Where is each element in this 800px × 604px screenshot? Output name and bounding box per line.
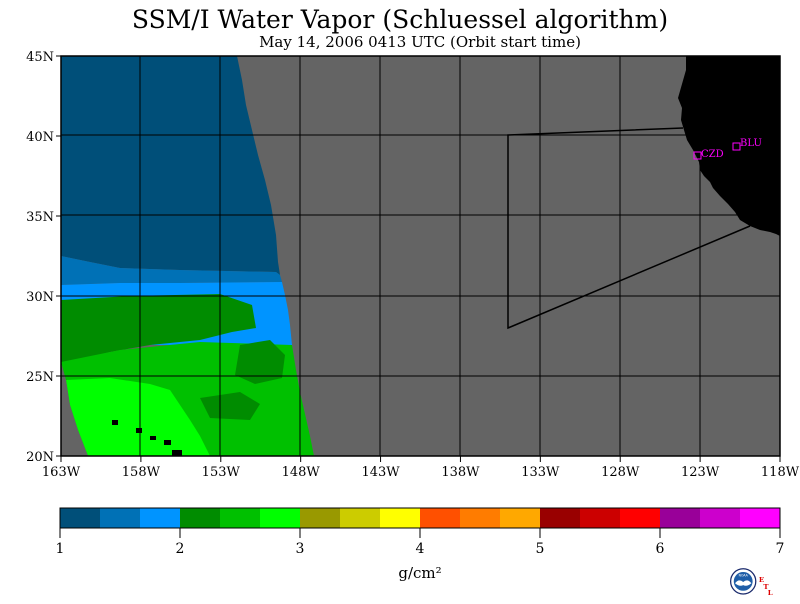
noaa-logo-text: NOAA [739, 573, 749, 577]
island-kauai [112, 420, 118, 425]
band-dark-green-patch [235, 340, 285, 384]
site-markers: CZD BLU [693, 138, 762, 160]
colorbar-swatch-2 [140, 508, 181, 528]
site-label-czd: CZD [701, 149, 724, 160]
island-oahu [136, 428, 142, 433]
colorbar-swatch-1 [100, 508, 141, 528]
colorbar-label-5: 5 [536, 541, 545, 557]
colorbar-swatch-12 [540, 508, 581, 528]
colorbar-unit: g/cm² [398, 564, 441, 582]
colorbar-swatch-8 [380, 508, 421, 528]
lat-label-20N: 20N [26, 450, 54, 465]
etl-letter-l: L [768, 589, 773, 597]
colorbar-swatch-11 [500, 508, 541, 528]
colorbar-swatch-15 [660, 508, 701, 528]
lon-label-123W: 123W [681, 465, 720, 480]
site-marker-blu [732, 142, 741, 151]
north-america-land [678, 56, 780, 236]
lon-label-138W: 138W [441, 465, 480, 480]
colorbar-label-3: 3 [296, 541, 305, 557]
colorbar-swatch-0 [60, 508, 101, 528]
colorbar-swatch-10 [460, 508, 501, 528]
graticule [61, 56, 780, 456]
analysis-triangle [507, 127, 751, 330]
map-frame [60, 55, 781, 457]
site-marker-czd [693, 151, 702, 160]
band-dark-green-patch-2 [200, 392, 260, 420]
colorbar-swatch-7 [340, 508, 381, 528]
lon-label-153W: 153W [202, 465, 241, 480]
lat-label-30N: 30N [26, 290, 54, 305]
vapor-swath [61, 56, 314, 456]
colorbar-swatch-14 [620, 508, 661, 528]
band-dark-blue [61, 56, 280, 275]
colorbar-label-2: 2 [176, 541, 185, 557]
hawaiian-islands [112, 420, 182, 456]
island-hawaii [172, 450, 182, 456]
lat-label-40N: 40N [26, 130, 54, 145]
lon-label-128W: 128W [601, 465, 640, 480]
chart-title: SSM/I Water Vapor (Schluessel algorithm) [131, 5, 669, 34]
lon-label-158W: 158W [122, 465, 161, 480]
colorbar-swatch-4 [220, 508, 261, 528]
etl-letter-t: T [763, 583, 769, 591]
lon-label-118W: 118W [761, 465, 800, 480]
lon-label-133W: 133W [521, 465, 560, 480]
axis-ticks: 163W 158W 153W 148W 143W 138W 133W 128W 123W 118W… [26, 50, 800, 480]
colorbar: 1 2 3 4 5 6 7 g/cm² [56, 507, 785, 582]
noaa-logo-inner [733, 571, 753, 591]
site-label-blu: BLU [740, 138, 762, 149]
colorbar-label-4: 4 [416, 541, 425, 557]
noaa-logo-gull [735, 580, 752, 586]
chart-subtitle: May 14, 2006 0413 UTC (Orbit start time) [259, 33, 581, 51]
colorbar-swatch-9 [420, 508, 461, 528]
colorbar-swatch-17 [740, 508, 781, 528]
colorbar-swatch-16 [700, 508, 741, 528]
no-data-wedge [61, 365, 88, 456]
colorbar-swatch-5 [260, 508, 301, 528]
colorbar-swatch-6 [300, 508, 341, 528]
lon-label-143W: 143W [361, 465, 400, 480]
colorbar-swatch-3 [180, 508, 221, 528]
noaa-logo: NOAA E T L [730, 568, 773, 597]
band-medium-blue [61, 256, 282, 285]
colorbar-label-1: 1 [56, 541, 65, 557]
colorbar-swatch-13 [580, 508, 621, 528]
colorbar-label-6: 6 [656, 541, 665, 557]
colorbar-label-7: 7 [776, 541, 785, 557]
lon-label-163W: 163W [42, 465, 81, 480]
island-maui [164, 440, 171, 445]
lat-label-45N: 45N [26, 50, 54, 65]
etl-letter-e: E [759, 576, 764, 584]
lon-label-148W: 148W [282, 465, 321, 480]
band-dark-green [61, 294, 256, 365]
island-molokai [150, 436, 156, 440]
band-bright-green [66, 378, 210, 456]
lat-label-25N: 25N [26, 370, 54, 385]
lat-label-35N: 35N [26, 210, 54, 225]
